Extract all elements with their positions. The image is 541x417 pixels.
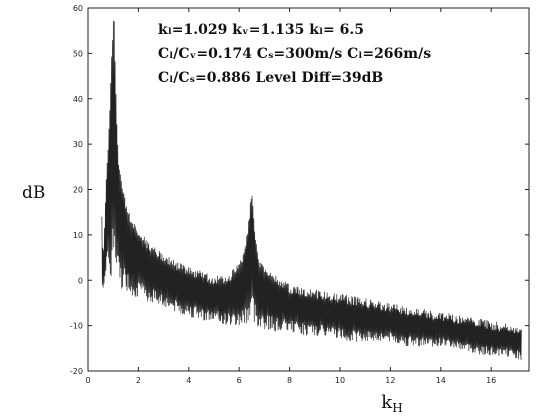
x-tick-label: 10 (335, 376, 345, 385)
x-tick-label: 0 (85, 376, 90, 385)
x-tick-label: 4 (186, 376, 191, 385)
y-tick-label: -20 (70, 367, 83, 376)
series-group (101, 20, 522, 360)
x-tick-label: 16 (486, 376, 496, 385)
y-tick-label: 40 (73, 95, 83, 104)
annotation-line-3: Cₗ/Cₛ=0.886 Level Diff=39dB (158, 70, 383, 86)
axes: 0 2 4 6 8 10 12 14 16 -20 -10 0 10 20 30 40 50 60 dB kH (22, 4, 530, 415)
x-axis-label: kH (381, 392, 402, 415)
annotation-line-1: kₗ=1.029 kᵥ=1.135 kₗ= 6.5 (158, 22, 364, 38)
y-tick-label: 0 (78, 276, 83, 285)
y-tick-label: 50 (73, 49, 83, 58)
x-tick-label: 8 (287, 376, 292, 385)
y-tick-label: 10 (73, 231, 83, 240)
y-tick-label: 30 (73, 140, 83, 149)
y-tick-label: 60 (73, 4, 83, 13)
y-axis-label: dB (22, 183, 45, 203)
x-tick-label: 6 (237, 376, 242, 385)
x-axis-label-subscript: H (392, 401, 402, 415)
x-tick-label: 14 (436, 376, 446, 385)
x-tick-label: 12 (385, 376, 395, 385)
annotation-line-2: Cₗ/Cᵥ=0.174 Cₛ=300m/s Cₗ=266m/s (158, 46, 431, 62)
annotations: kₗ=1.029 kᵥ=1.135 kₗ= 6.5 Cₗ/Cᵥ=0.174 Cₛ=… (158, 22, 431, 86)
x-tick-label: 2 (136, 376, 141, 385)
y-tick-label: 20 (73, 186, 83, 195)
y-tick-label: -10 (70, 322, 83, 331)
series-line (101, 20, 522, 360)
